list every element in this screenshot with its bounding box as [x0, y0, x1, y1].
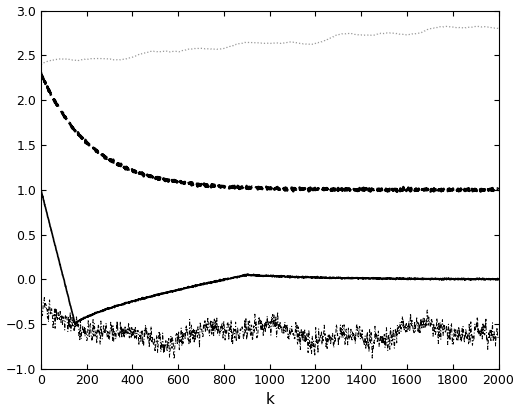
X-axis label: k: k: [265, 392, 274, 408]
